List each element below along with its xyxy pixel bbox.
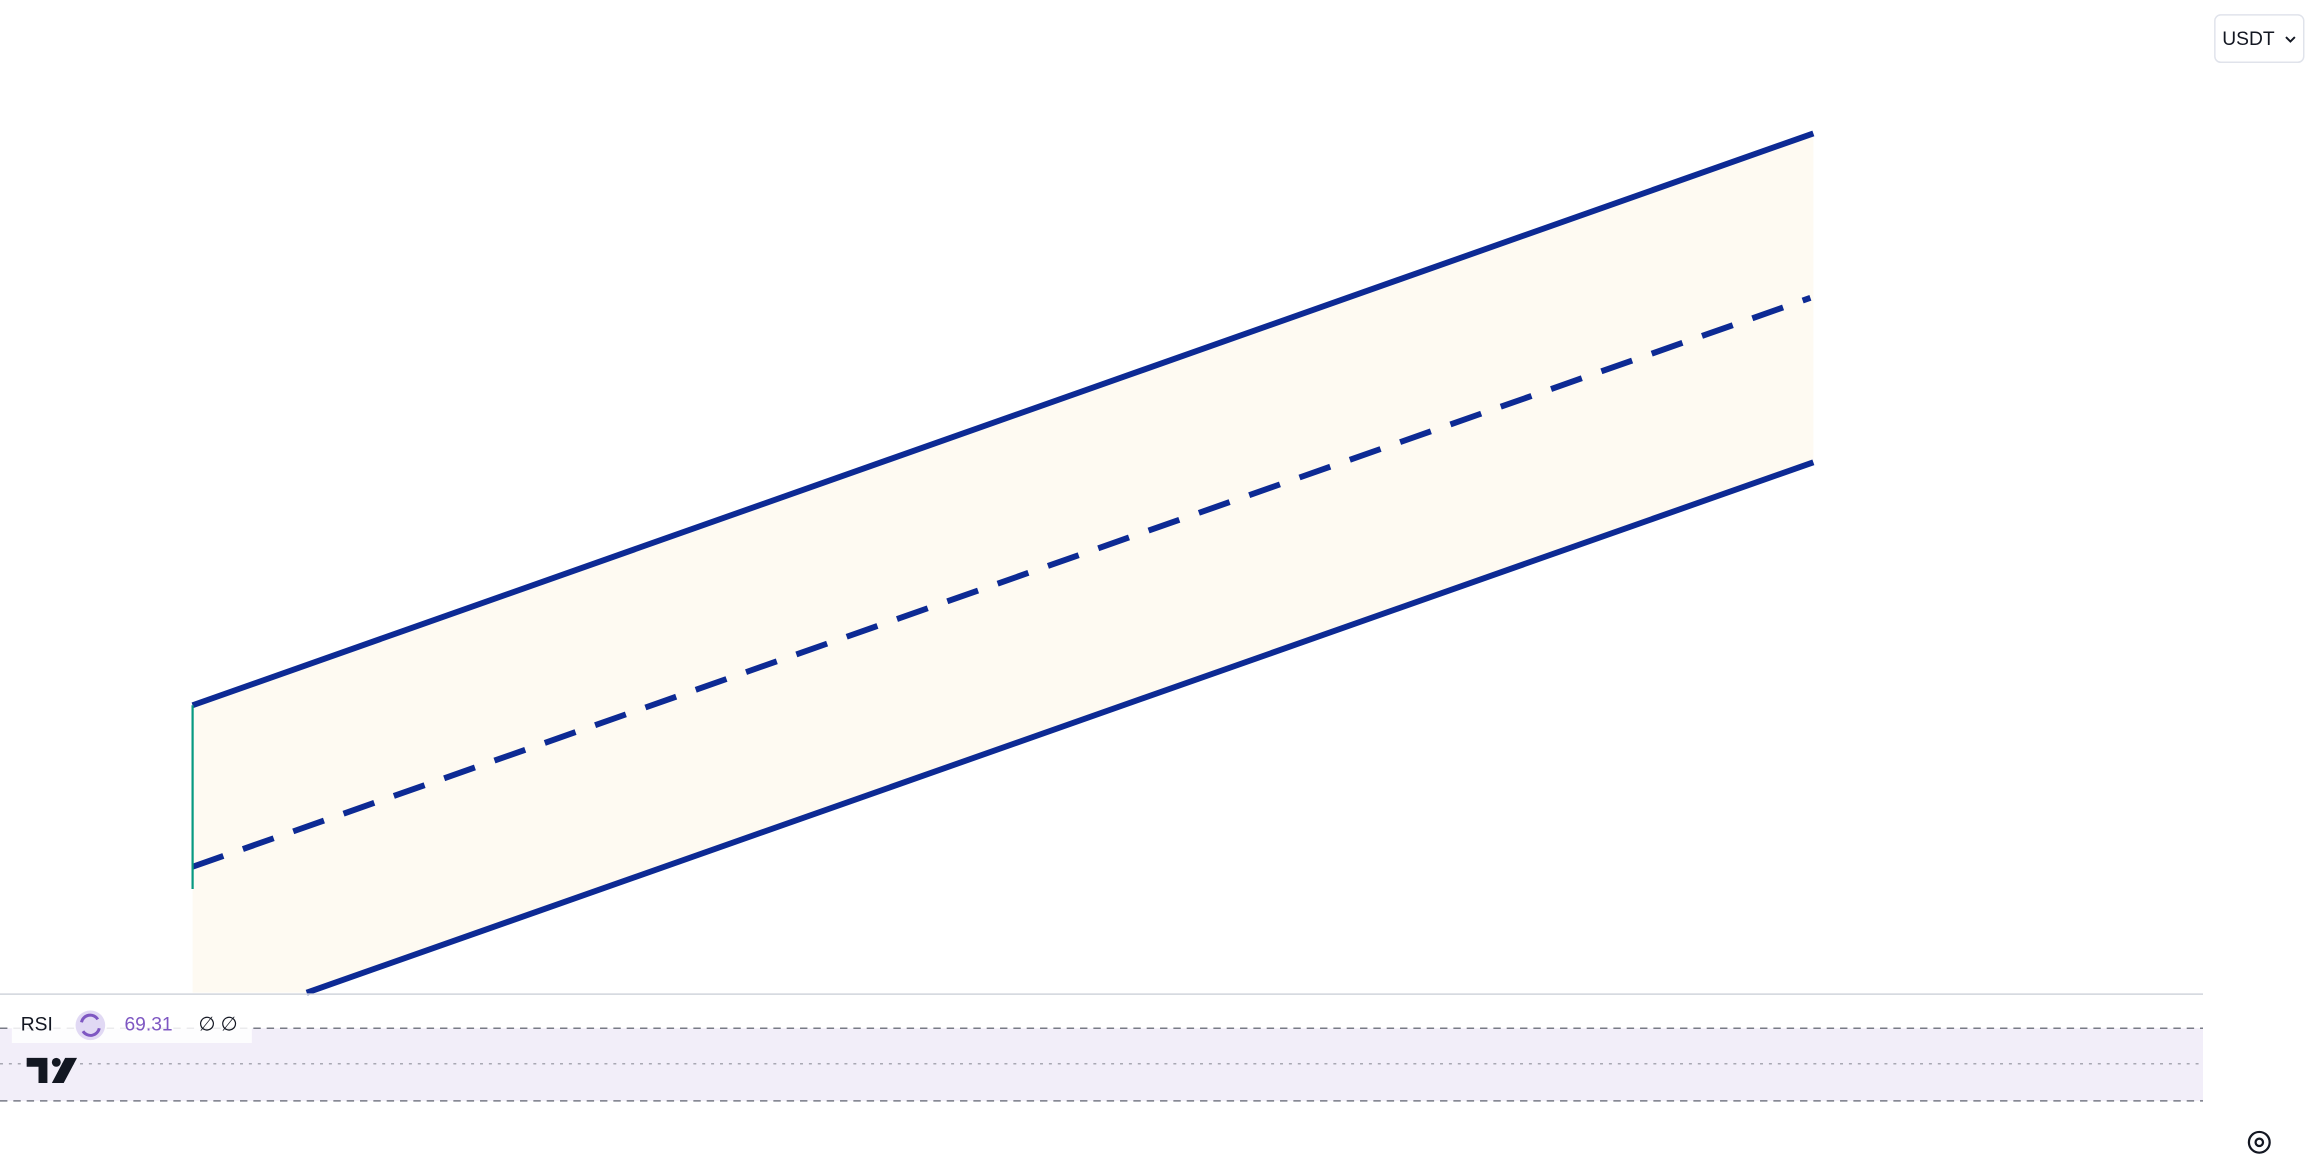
channel-lower [305, 459, 1815, 996]
rsi-icon-glyph [80, 1013, 101, 1037]
logo-part [51, 1057, 78, 1084]
channel-upper [191, 130, 1815, 709]
dropdown-caret [2285, 36, 2296, 43]
rsi-legend-extra: ∅ ∅ [199, 1014, 238, 1035]
rsi-title: RSI [21, 1014, 53, 1035]
rsi-pane [0, 993, 2203, 1102]
price-channel [191, 130, 1815, 996]
gear-inner [2254, 1137, 2265, 1148]
currency-menu[interactable] [2214, 14, 2305, 64]
channel-fill [192, 133, 1814, 993]
rsi-legend-bg [11, 1007, 252, 1044]
rsi-legend-value: 69.31 [124, 1014, 172, 1035]
currency-menu-label[interactable]: USDT [2222, 29, 2275, 50]
settings-button[interactable] [2247, 1130, 2271, 1154]
logo-dot [51, 1057, 61, 1067]
logo-part [26, 1057, 48, 1084]
channel-mid [191, 295, 1812, 870]
logo [26, 1057, 78, 1084]
gear-outer [2247, 1130, 2271, 1154]
